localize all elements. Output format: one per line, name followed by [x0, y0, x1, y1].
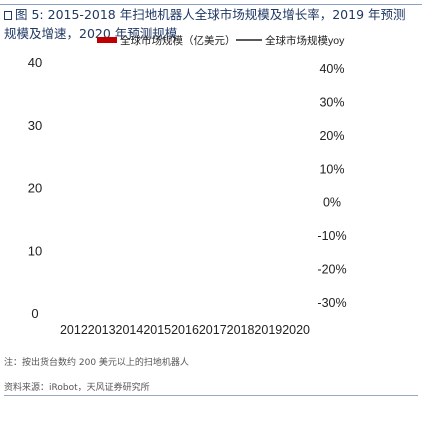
- left-axis-tick-label: 0: [31, 306, 38, 321]
- right-axis-tick-label: -30%: [317, 296, 346, 310]
- x-axis-tick-label: 2012: [60, 323, 88, 337]
- right-axis-tick-label: 40%: [319, 62, 344, 76]
- legend: 全球市场规模（亿美元） 全球市场规模yoy: [97, 34, 345, 47]
- x-axis-tick-label: 2016: [171, 323, 199, 337]
- left-axis-tick-label: 30: [28, 118, 42, 133]
- figure-title: 图 5: 2015-2018 年扫地机器人全球市场规模及增长率，2019 年预测…: [4, 5, 418, 43]
- left-axis-tick-label: 40: [28, 55, 42, 70]
- right-axis-tick-label: 30%: [319, 95, 344, 109]
- top-rule: [0, 4, 422, 5]
- x-axis-tick-label: 2017: [199, 323, 227, 337]
- left-axis: 0 10 20 30 40: [28, 55, 42, 321]
- bottom-rule: [4, 395, 418, 396]
- figure-label: 图 5:: [15, 7, 44, 22]
- chart-source: 资料来源：iRobot，天风证券研究所: [4, 383, 150, 393]
- left-axis-tick-label: 10: [28, 243, 42, 258]
- x-axis-tick-label: 2014: [116, 323, 144, 337]
- left-axis-tick-label: 20: [28, 181, 42, 196]
- legend-bar-swatch: [97, 37, 117, 43]
- right-axis-tick-label: 10%: [319, 162, 344, 176]
- right-axis: 40% 30% 20% 10% 0% -10% -20% -30%: [317, 62, 346, 310]
- x-axis-tick-label: 2015: [143, 323, 171, 337]
- right-axis-tick-label: -20%: [317, 263, 346, 277]
- right-axis-tick-label: 0%: [323, 196, 341, 210]
- x-axis: 2012 2013 2014 2015 2016 2017 2018 2019 2020: [60, 323, 310, 337]
- x-axis-tick-label: 2019: [254, 323, 282, 337]
- x-axis-tick-label: 2020: [282, 323, 310, 337]
- figure-title-text: 2015-2018 年扫地机器人全球市场规模及增长率，2019 年预测规模及增速…: [4, 7, 406, 41]
- x-axis-tick-label: 2013: [88, 323, 116, 337]
- figure-label-icon: [4, 11, 12, 20]
- right-axis-tick-label: 20%: [319, 129, 344, 143]
- x-axis-tick-label: 2018: [227, 323, 255, 337]
- right-axis-tick-label: -10%: [317, 229, 346, 243]
- legend-bar-label: 全球市场规模（亿美元）: [120, 34, 236, 47]
- legend-line-label: 全球市场规模yoy: [265, 34, 345, 47]
- chart-note: 注：按出货台数约 200 美元以上的扫地机器人: [4, 358, 189, 368]
